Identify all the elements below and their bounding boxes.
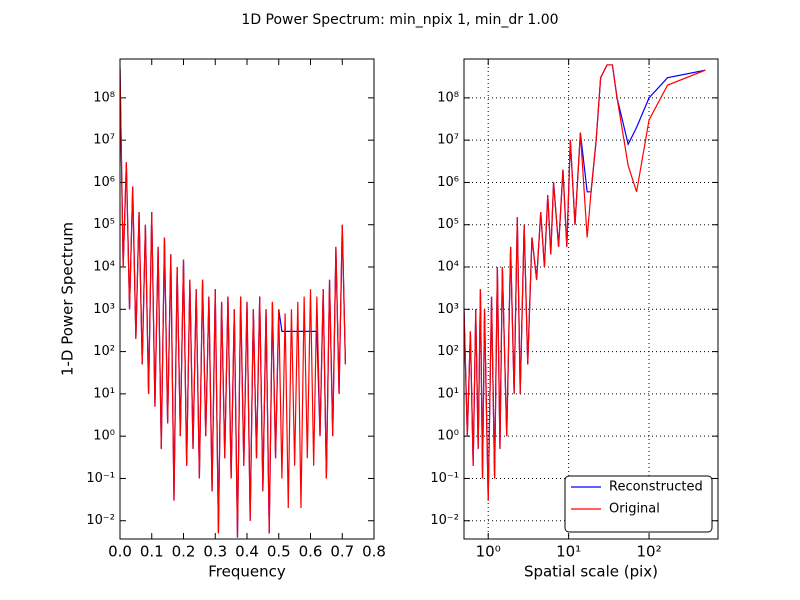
series-line (120, 68, 347, 538)
y-tick-label: 10⁵ (93, 217, 115, 232)
x-tick-label: 10⁰ (476, 543, 501, 561)
y-tick-label: 10³ (93, 302, 115, 317)
y-tick-label: 10⁻¹ (430, 471, 459, 486)
y-tick-label: 10⁴ (93, 260, 115, 275)
y-tick-label: 10⁴ (437, 260, 459, 275)
x-axis-label: Frequency (208, 563, 286, 581)
y-tick-label: 10⁷ (437, 133, 459, 148)
x-tick-label: 10² (636, 543, 661, 561)
y-tick-label: 10³ (437, 302, 459, 317)
y-tick-label: 10⁻² (430, 513, 459, 528)
x-tick-label: 0.7 (330, 543, 354, 561)
legend-label: Reconstructed (609, 480, 703, 495)
y-tick-label: 10⁶ (437, 175, 459, 190)
y-tick-label: 10¹ (93, 386, 115, 401)
y-tick-label: 10⁻² (86, 513, 115, 528)
y-tick-label: 10⁸ (93, 90, 115, 105)
x-tick-label: 0.2 (172, 543, 196, 561)
y-tick-label: 10⁻¹ (86, 471, 115, 486)
x-tick-label: 10¹ (556, 543, 581, 561)
axes-frame (463, 58, 719, 540)
axes-frame (119, 58, 375, 540)
series-line (464, 64, 706, 501)
y-tick-label: 10⁷ (93, 133, 115, 148)
x-tick-label: 0.3 (203, 543, 227, 561)
legend-box (564, 475, 713, 533)
x-tick-label: 0.4 (235, 543, 259, 561)
x-tick-label: 0.8 (362, 543, 386, 561)
y-tick-label: 10² (437, 344, 459, 359)
y-tick-label: 10⁶ (93, 175, 115, 190)
y-tick-label: 10⁰ (437, 429, 459, 444)
y-tick-label: 10² (93, 344, 115, 359)
x-tick-label: 0.0 (108, 543, 132, 561)
y-axis-label: 1-D Power Spectrum (59, 222, 77, 376)
y-tick-label: 10⁰ (93, 429, 115, 444)
x-tick-label: 0.1 (140, 543, 164, 561)
legend-label: Original (609, 502, 660, 517)
y-tick-label: 10⁵ (437, 217, 459, 232)
x-tick-label: 0.5 (267, 543, 291, 561)
figure-title: 1D Power Spectrum: min_npix 1, min_dr 1.… (241, 12, 558, 28)
x-axis-label: Spatial scale (pix) (524, 563, 658, 581)
y-tick-label: 10¹ (437, 386, 459, 401)
y-tick-label: 10⁸ (437, 90, 459, 105)
x-tick-label: 0.6 (299, 543, 323, 561)
